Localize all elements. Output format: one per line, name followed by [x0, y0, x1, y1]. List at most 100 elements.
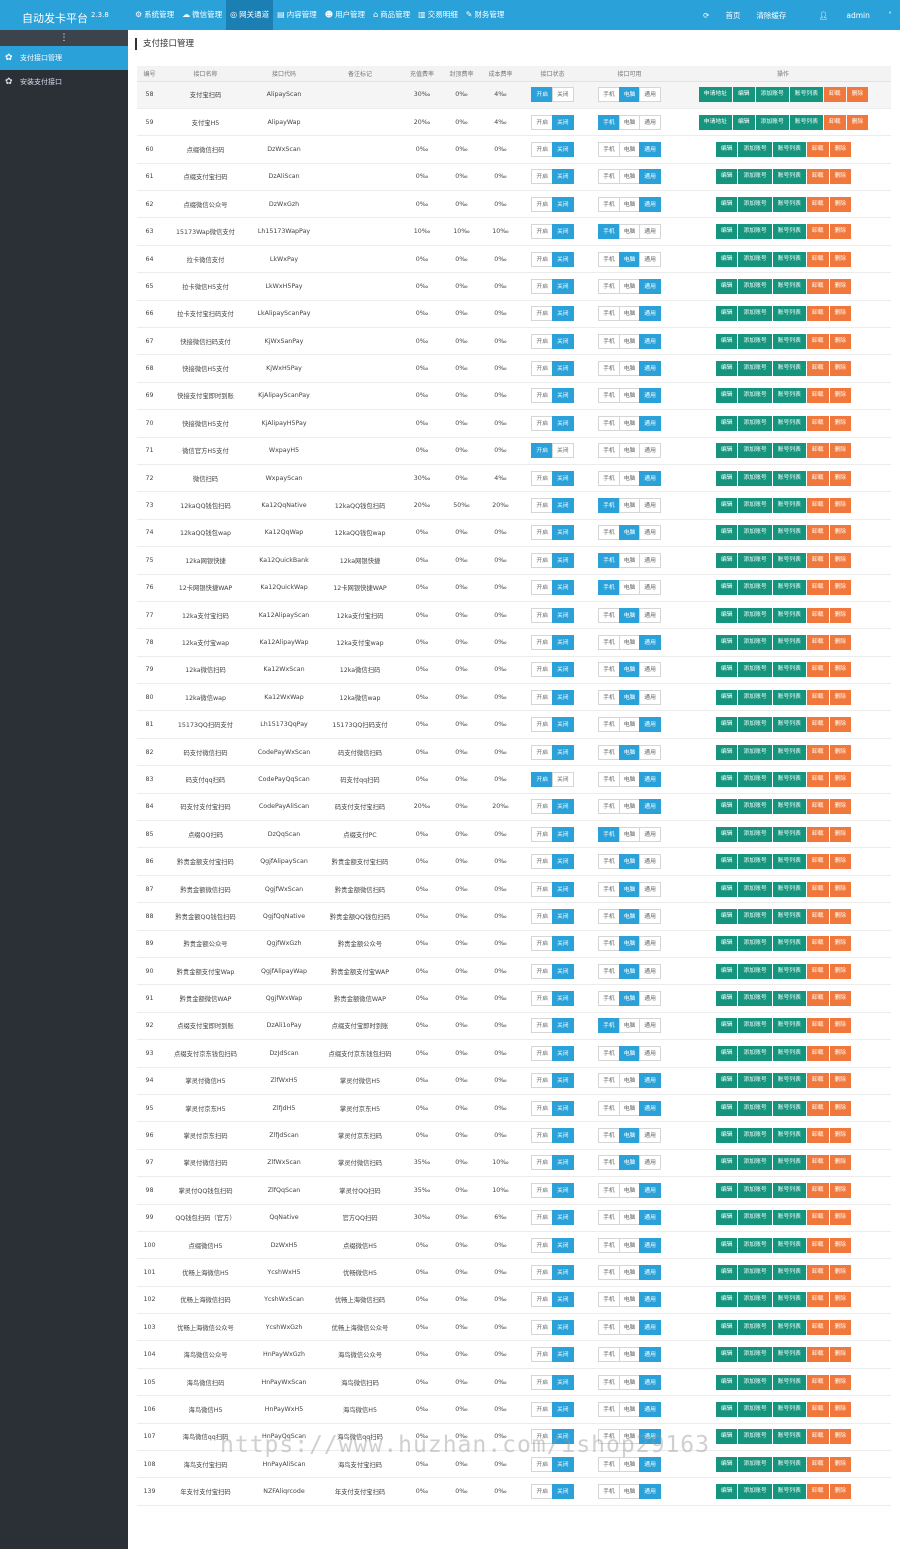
device-mobile-button[interactable]: 手机	[598, 141, 620, 157]
status-open-button[interactable]: 开启	[531, 963, 553, 979]
uninstall-button[interactable]: 卸载	[806, 1128, 829, 1144]
delete-button[interactable]: 删除	[829, 470, 852, 486]
edit-button[interactable]: 编辑	[715, 771, 738, 787]
delete-button[interactable]: 删除	[829, 689, 852, 705]
add-account-button[interactable]: 添加账号	[738, 251, 772, 267]
device-pc-button[interactable]: 电脑	[618, 1292, 641, 1308]
status-open-button[interactable]: 开启	[531, 114, 553, 130]
device-general-button[interactable]: 通用	[639, 388, 661, 404]
device-pc-button[interactable]: 电脑	[618, 443, 641, 459]
device-general-button[interactable]: 通用	[639, 278, 661, 294]
status-close-button[interactable]: 关闭	[552, 415, 574, 431]
edit-button[interactable]: 编辑	[715, 415, 738, 431]
status-close-button[interactable]: 关闭	[552, 1210, 574, 1226]
add-account-button[interactable]: 添加账号	[755, 87, 789, 103]
status-open-button[interactable]: 开启	[531, 1210, 553, 1226]
account-list-button[interactable]: 账号列表	[772, 936, 806, 952]
device-general-button[interactable]: 通用	[639, 141, 661, 157]
device-general-button[interactable]: 通用	[639, 881, 661, 897]
add-account-button[interactable]: 添加账号	[738, 361, 772, 377]
edit-button[interactable]: 编辑	[715, 388, 738, 404]
uninstall-button[interactable]: 卸载	[806, 443, 829, 459]
edit-button[interactable]: 编辑	[715, 361, 738, 377]
device-mobile-button[interactable]: 手机	[598, 1128, 620, 1144]
edit-button[interactable]: 编辑	[715, 1210, 738, 1226]
add-account-button[interactable]: 添加账号	[738, 388, 772, 404]
status-open-button[interactable]: 开启	[531, 744, 553, 760]
delete-button[interactable]: 删除	[829, 1045, 852, 1061]
delete-button[interactable]: 删除	[829, 799, 852, 815]
device-pc-button[interactable]: 电脑	[618, 388, 641, 404]
uninstall-button[interactable]: 卸载	[806, 1292, 829, 1308]
add-account-button[interactable]: 添加账号	[738, 1401, 772, 1417]
add-account-button[interactable]: 添加账号	[738, 333, 772, 349]
edit-button[interactable]: 编辑	[715, 224, 738, 240]
device-mobile-button[interactable]: 手机	[598, 498, 620, 514]
status-close-button[interactable]: 关闭	[552, 580, 574, 596]
edit-button[interactable]: 编辑	[715, 1073, 738, 1089]
delete-button[interactable]: 删除	[829, 388, 852, 404]
status-open-button[interactable]: 开启	[531, 1347, 553, 1363]
delete-button[interactable]: 删除	[829, 635, 852, 650]
uninstall-button[interactable]: 卸载	[806, 1182, 829, 1198]
device-general-button[interactable]: 通用	[639, 662, 661, 678]
status-close-button[interactable]: 关闭	[552, 443, 574, 459]
edit-button[interactable]: 编辑	[715, 196, 738, 212]
device-pc-button[interactable]: 电脑	[618, 1210, 641, 1226]
device-mobile-button[interactable]: 手机	[598, 1100, 620, 1116]
edit-button[interactable]: 编辑	[715, 689, 738, 705]
uninstall-button[interactable]: 卸载	[824, 114, 846, 130]
device-pc-button[interactable]: 电脑	[618, 1018, 641, 1034]
device-pc-button[interactable]: 电脑	[618, 1100, 641, 1116]
account-list-button[interactable]: 账号列表	[772, 744, 806, 760]
delete-button[interactable]: 删除	[829, 854, 852, 870]
device-pc-button[interactable]: 电脑	[618, 1182, 641, 1198]
account-list-button[interactable]: 账号列表	[772, 498, 806, 514]
status-close-button[interactable]: 关闭	[552, 1155, 574, 1171]
uninstall-button[interactable]: 卸载	[806, 1319, 829, 1335]
add-account-button[interactable]: 添加账号	[738, 717, 772, 733]
status-open-button[interactable]: 开启	[531, 415, 553, 431]
account-list-button[interactable]: 账号列表	[772, 1182, 806, 1198]
device-pc-button[interactable]: 电脑	[618, 580, 641, 596]
add-account-button[interactable]: 添加账号	[738, 169, 772, 185]
add-account-button[interactable]: 添加账号	[738, 991, 772, 1007]
device-pc-button[interactable]: 电脑	[618, 306, 641, 322]
device-general-button[interactable]: 通用	[639, 196, 661, 212]
uninstall-button[interactable]: 卸载	[806, 498, 829, 514]
device-general-button[interactable]: 通用	[639, 169, 661, 185]
status-close-button[interactable]: 关闭	[552, 1182, 574, 1198]
uninstall-button[interactable]: 卸载	[806, 1100, 829, 1116]
delete-button[interactable]: 删除	[829, 881, 852, 897]
device-mobile-button[interactable]: 手机	[598, 662, 620, 678]
add-account-button[interactable]: 添加账号	[738, 826, 772, 842]
status-open-button[interactable]: 开启	[531, 1018, 553, 1034]
delete-button[interactable]: 删除	[829, 771, 852, 787]
delete-button[interactable]: 删除	[829, 580, 852, 596]
status-open-button[interactable]: 开启	[531, 1401, 553, 1417]
delete-button[interactable]: 删除	[846, 114, 869, 130]
device-pc-button[interactable]: 电脑	[618, 1319, 641, 1335]
delete-button[interactable]: 删除	[829, 1210, 852, 1226]
edit-button[interactable]: 编辑	[715, 278, 738, 294]
account-list-button[interactable]: 账号列表	[772, 991, 806, 1007]
add-account-button[interactable]: 添加账号	[738, 1045, 772, 1061]
uninstall-button[interactable]: 卸载	[806, 1237, 829, 1253]
device-pc-button[interactable]: 电脑	[618, 1237, 641, 1253]
account-list-button[interactable]: 账号列表	[772, 607, 806, 623]
device-pc-button[interactable]: 电脑	[618, 1264, 641, 1280]
edit-button[interactable]: 编辑	[715, 1429, 738, 1445]
account-list-button[interactable]: 账号列表	[772, 1374, 806, 1390]
account-list-button[interactable]: 账号列表	[789, 87, 823, 103]
add-account-button[interactable]: 添加账号	[738, 1429, 772, 1445]
status-open-button[interactable]: 开启	[531, 1374, 553, 1390]
add-account-button[interactable]: 添加账号	[738, 662, 772, 678]
device-mobile-button[interactable]: 手机	[598, 224, 620, 240]
edit-button[interactable]: 编辑	[715, 525, 738, 541]
device-general-button[interactable]: 通用	[639, 1100, 661, 1116]
uninstall-button[interactable]: 卸载	[806, 278, 829, 294]
device-mobile-button[interactable]: 手机	[598, 1237, 620, 1253]
delete-button[interactable]: 删除	[829, 443, 852, 459]
device-mobile-button[interactable]: 手机	[598, 1018, 620, 1034]
account-list-button[interactable]: 账号列表	[772, 717, 806, 733]
